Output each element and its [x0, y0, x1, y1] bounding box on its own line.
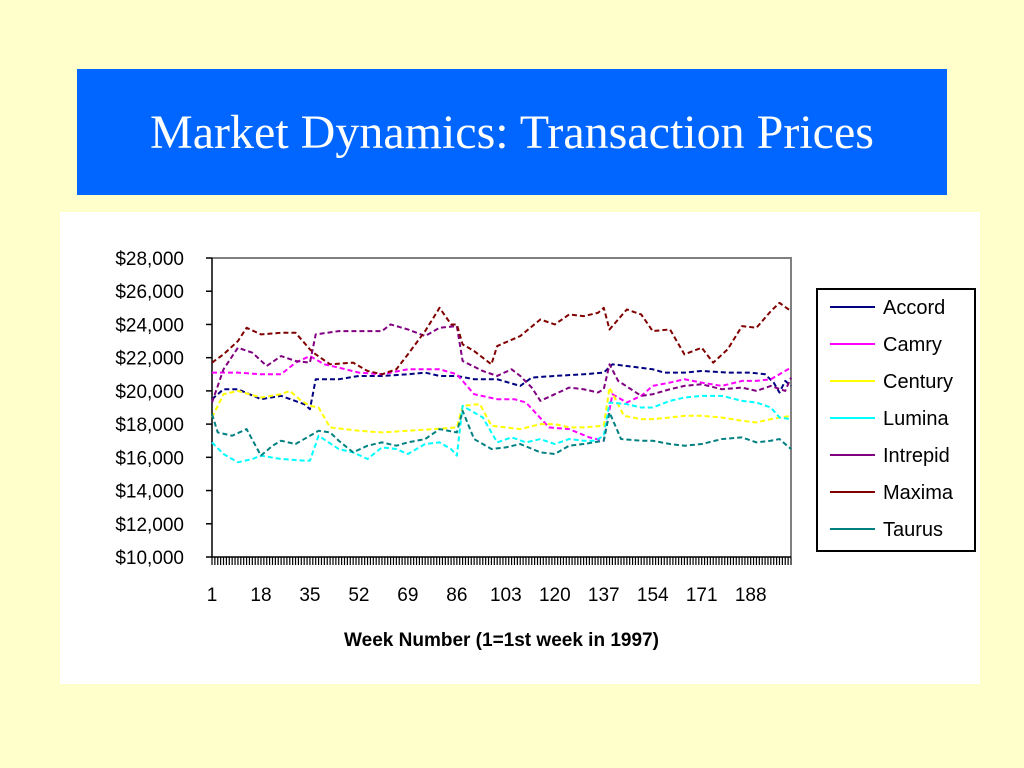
x-tick-label: 188: [735, 585, 767, 606]
legend-label-accord: Accord: [883, 297, 945, 319]
x-tick-label: 137: [588, 585, 620, 606]
legend-label-taurus: Taurus: [883, 519, 943, 541]
y-tick-label: $18,000: [115, 415, 184, 436]
x-tick-label: 1: [207, 585, 218, 606]
y-tick-label: $16,000: [115, 448, 184, 469]
y-tick-label: $28,000: [115, 249, 184, 270]
legend-box: [816, 288, 976, 552]
x-tick-label: 18: [250, 585, 271, 606]
x-tick-label: 171: [686, 585, 718, 606]
series-line-century: [211, 386, 792, 434]
legend-label-camry: Camry: [883, 334, 942, 356]
series-line-maxima: [211, 301, 792, 376]
x-axis-title: Week Number (1=1st week in 1997): [344, 630, 659, 651]
y-tick-label: $22,000: [115, 349, 184, 370]
y-tick-label: $20,000: [115, 382, 184, 403]
series-line-taurus: [211, 409, 792, 457]
y-tick-label: $14,000: [115, 482, 184, 503]
series-line-camry: [212, 355, 792, 442]
x-tick-label: 120: [539, 585, 571, 606]
slide-title: Market Dynamics: Transaction Prices: [150, 105, 874, 159]
y-tick-label: $24,000: [115, 315, 184, 336]
x-tick-label: 103: [490, 585, 522, 606]
x-tick-label: 35: [299, 585, 320, 606]
series-line-accord: [211, 363, 792, 411]
x-tick-label: 52: [348, 585, 369, 606]
line-chart: $28,000 $26,000 $24,000 $22,000 $20,000 $18,0…: [115, 249, 976, 651]
legend-label-maxima: Maxima: [883, 482, 954, 504]
y-tick-label: $26,000: [115, 282, 184, 303]
plot-area-border: [212, 257, 792, 557]
x-tick-marks: [211, 557, 792, 565]
series-line-lumina: [211, 394, 792, 464]
legend-label-lumina: Lumina: [883, 408, 949, 430]
title-bar: Market Dynamics: Transaction Prices: [77, 69, 947, 195]
x-tick-label: 69: [397, 585, 418, 606]
x-tick-label: 86: [446, 585, 467, 606]
y-tick-label: $10,000: [115, 548, 184, 569]
x-tick-label: 154: [637, 585, 669, 606]
chart-panel: $28,000 $26,000 $24,000 $22,000 $20,000 $18,0…: [60, 212, 980, 684]
series-line-intrepid: [211, 323, 792, 403]
legend-label-intrepid: Intrepid: [883, 445, 950, 467]
legend-label-century: Century: [883, 371, 953, 393]
y-tick-label: $12,000: [115, 515, 184, 536]
